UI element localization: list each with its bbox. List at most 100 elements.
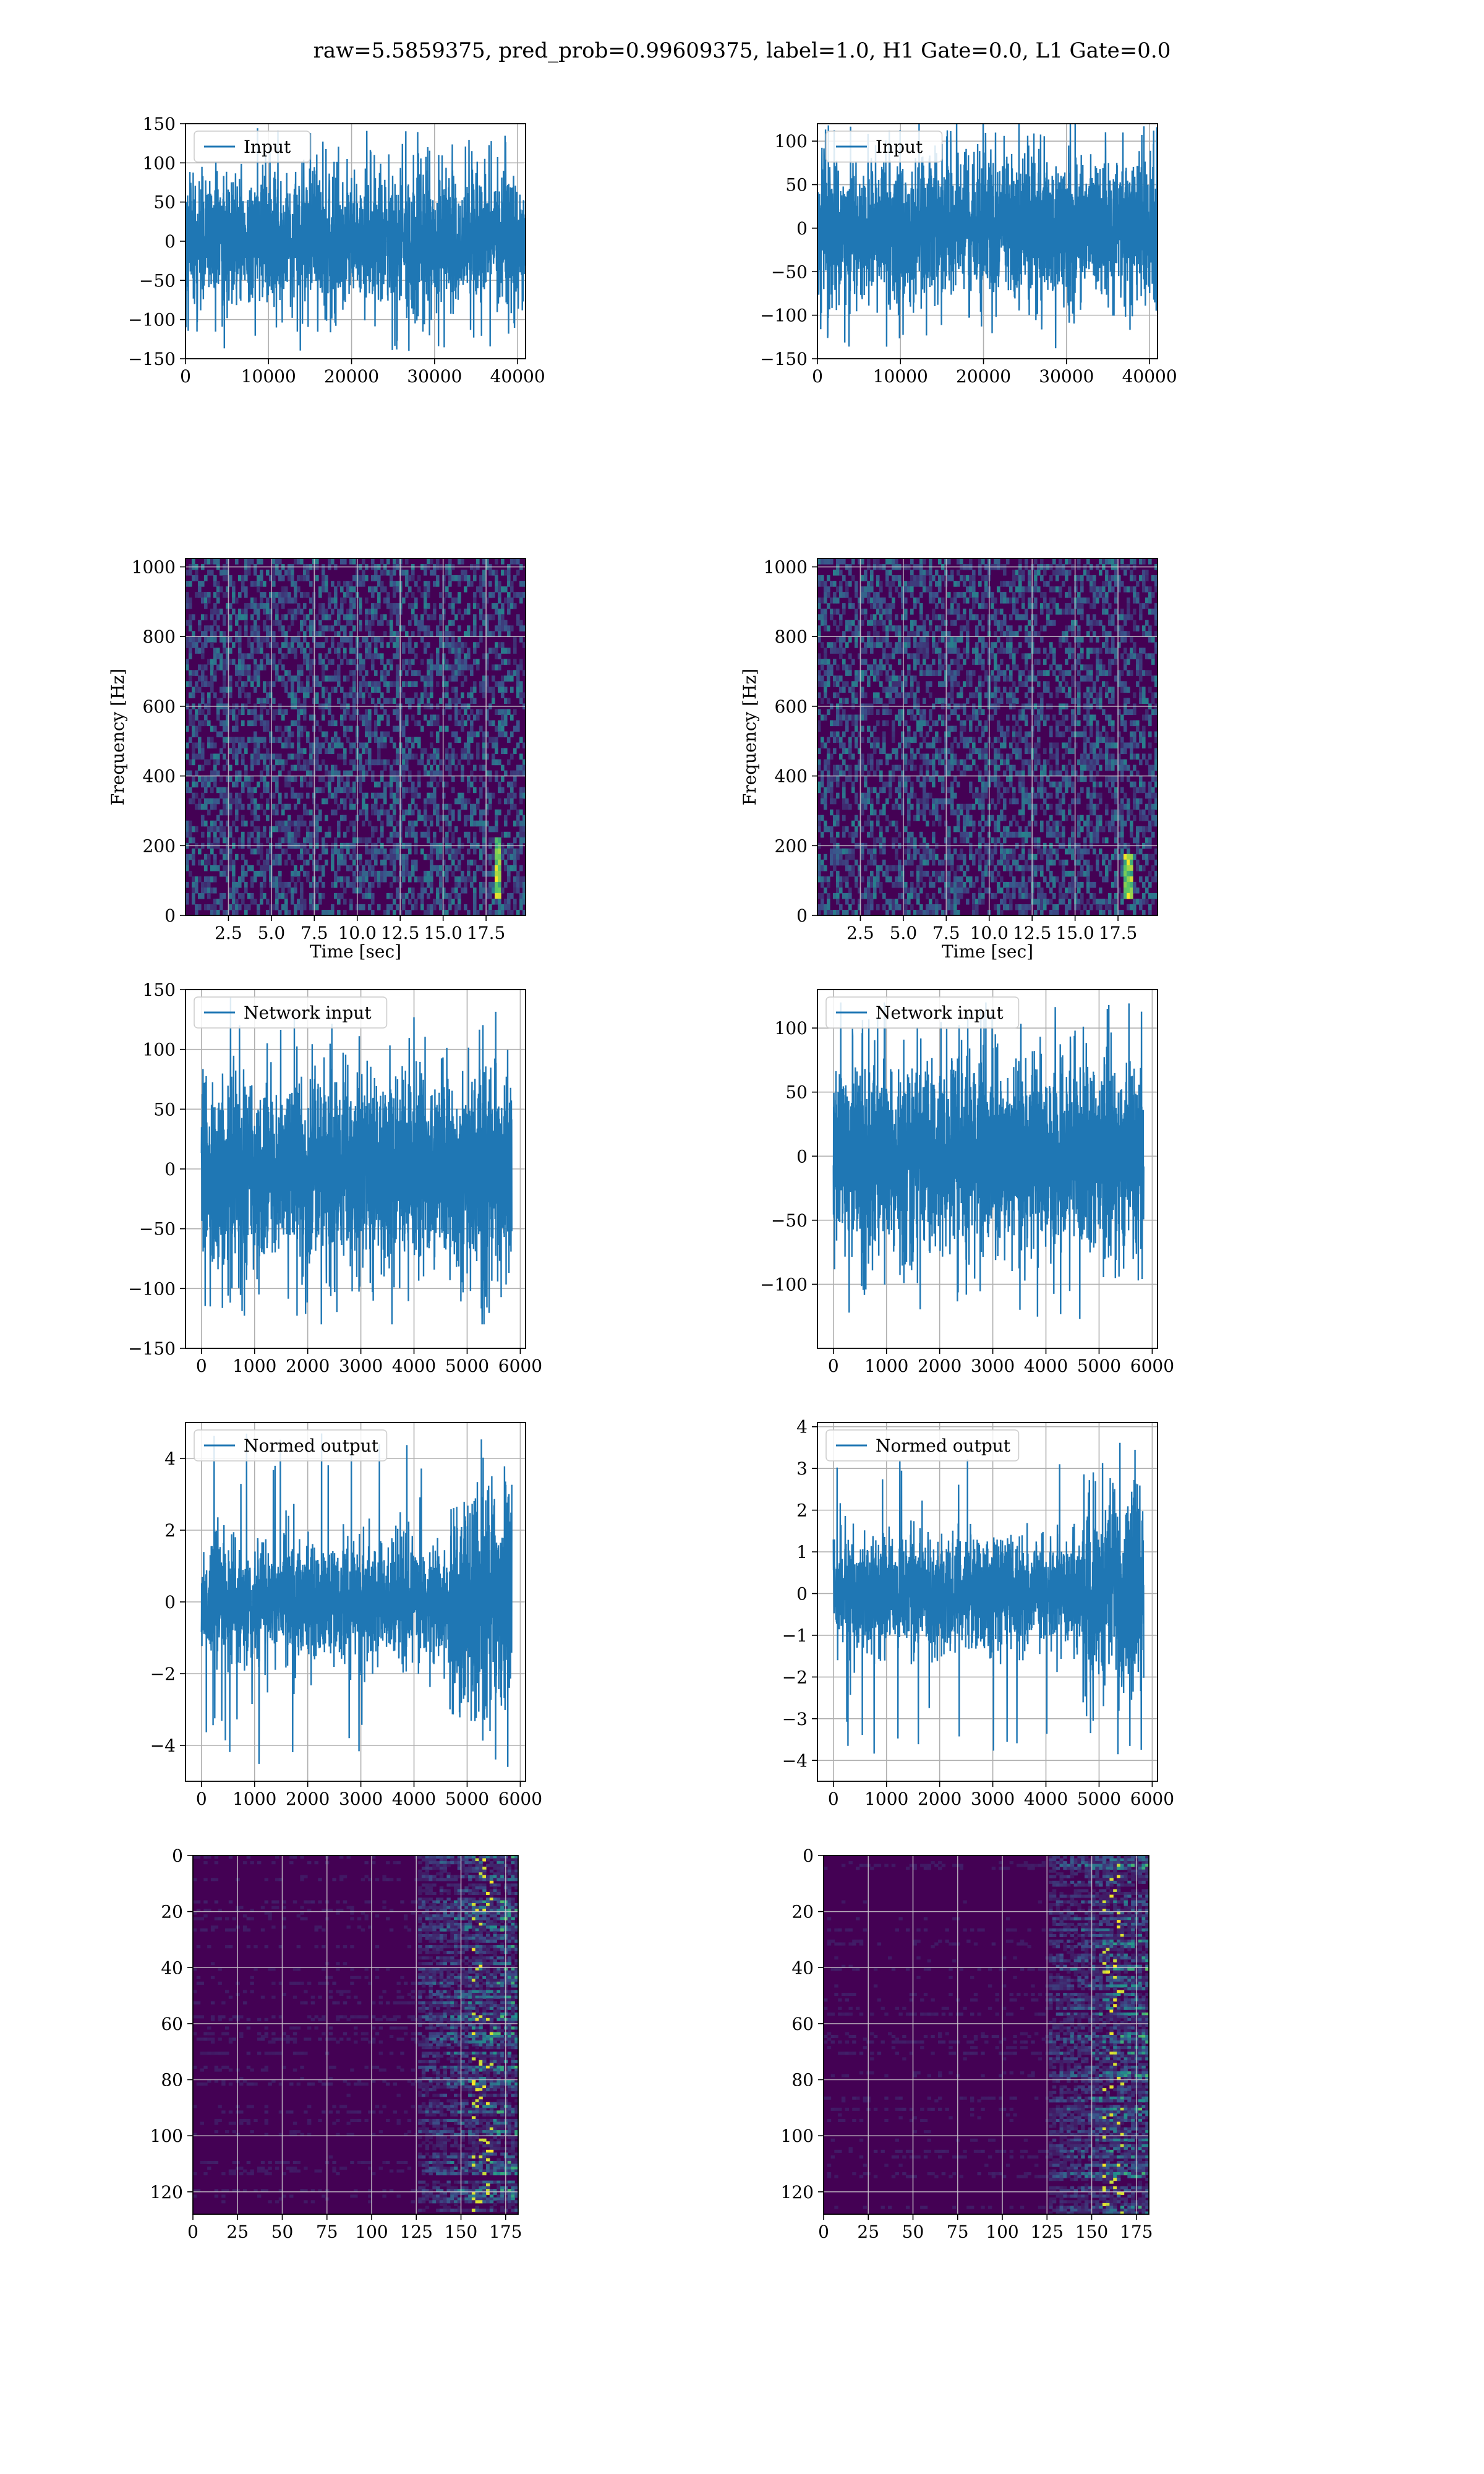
legend: Network input — [194, 996, 388, 1029]
axes-frame — [817, 1422, 1158, 1782]
x-tick-label: 17.5 — [467, 923, 505, 943]
x-tick-label: 5.0 — [258, 923, 286, 943]
x-tick-label: 15.0 — [1055, 923, 1094, 943]
y-tick-label: 800 — [775, 627, 808, 647]
x-tick-label: 1000 — [232, 1356, 276, 1376]
x-tick-label: 2000 — [918, 1356, 962, 1376]
y-tick-label: 100 — [775, 131, 808, 152]
x-tick-label: 4000 — [1024, 1789, 1068, 1809]
legend-label: Network input — [244, 1003, 372, 1023]
x-tick-label: 150 — [1075, 2222, 1108, 2242]
x-tick-label: 0 — [180, 366, 191, 387]
x-tick-label: 40000 — [490, 366, 545, 387]
legend: Input — [825, 131, 943, 163]
y-tick-label: 0 — [164, 231, 176, 252]
y-axis-label: Frequency [Hz] — [740, 669, 760, 805]
x-tick-label: 0 — [828, 1356, 839, 1376]
x-tick-label: 0 — [828, 1789, 839, 1809]
y-tick-label: 60 — [161, 2014, 183, 2034]
x-tick-label: 7.5 — [932, 923, 960, 943]
x-tick-label: 30000 — [1039, 366, 1094, 387]
x-tick-label: 10000 — [873, 366, 928, 387]
y-tick-label: 40 — [161, 1958, 183, 1978]
y-tick-label: 50 — [785, 1082, 808, 1103]
x-tick-label: 125 — [1031, 2222, 1064, 2242]
x-tick-label: 40000 — [1122, 366, 1177, 387]
y-tick-label: 0 — [796, 1146, 808, 1166]
y-tick-label: 80 — [161, 2070, 183, 2091]
y-tick-label: 800 — [143, 627, 176, 647]
y-tick-label: −50 — [771, 262, 808, 282]
legend: Network input — [825, 996, 1020, 1029]
y-tick-label: 400 — [775, 766, 808, 787]
y-tick-label: 1 — [796, 1542, 808, 1562]
y-tick-label: −4 — [150, 1736, 176, 1756]
y-tick-label: 3 — [796, 1458, 808, 1479]
x-tick-label: 100 — [355, 2222, 388, 2242]
x-tick-label: 5000 — [1077, 1356, 1121, 1376]
y-tick-label: −100 — [760, 1274, 808, 1295]
y-tick-label: −100 — [760, 306, 808, 326]
x-tick-label: 6000 — [498, 1356, 542, 1376]
x-tick-label: 75 — [316, 2222, 338, 2242]
y-tick-label: −50 — [139, 1219, 176, 1239]
figure-title: raw=5.5859375, pred_prob=0.99609375, lab… — [313, 38, 1171, 63]
x-tick-label: 3000 — [339, 1789, 383, 1809]
chart-row5-left: 0 25 50 75 100 125 150 175 0 20 40 60 80 100 120 — [150, 1846, 522, 2242]
legend-label: Normed output — [244, 1436, 379, 1456]
y-tick-label: 1000 — [132, 557, 176, 578]
chart-row4-right: Normed output 0 1000 2000 3000 4000 5000 6000 −4… — [782, 1417, 1174, 1809]
y-tick-label: 4 — [164, 1449, 176, 1469]
series-line — [832, 1442, 1145, 1755]
y-tick-label: 200 — [143, 836, 176, 856]
y-tick-label: 150 — [143, 114, 176, 134]
y-tick-label: 600 — [775, 696, 808, 717]
x-tick-label: 6000 — [1130, 1356, 1174, 1376]
y-tick-label: 2 — [796, 1500, 808, 1521]
y-tick-label: 100 — [781, 2126, 814, 2146]
legend-label: Input — [876, 137, 923, 157]
x-tick-label: 4000 — [1024, 1356, 1068, 1376]
x-tick-label: 50 — [271, 2222, 294, 2242]
y-tick-label: 80 — [791, 2070, 814, 2091]
x-tick-label: 6000 — [498, 1789, 542, 1809]
x-tick-label: 175 — [1120, 2222, 1153, 2242]
x-tick-label: 125 — [400, 2222, 433, 2242]
chart-row2-left: 2.5 5.0 7.5 10.0 12.5 15.0 17.5 0 200 400 600 800 10… — [108, 557, 526, 962]
y-tick-label: 0 — [164, 905, 176, 926]
x-tick-label: 0 — [187, 2222, 198, 2242]
y-tick-label: −150 — [128, 1338, 176, 1359]
x-axis-label: Time [sec] — [942, 941, 1033, 962]
x-tick-label: 2000 — [286, 1356, 330, 1376]
y-tick-label: 120 — [150, 2182, 183, 2202]
x-tick-label: 0 — [196, 1356, 207, 1376]
y-tick-label: 100 — [143, 153, 176, 173]
heatmap-cells — [186, 559, 526, 915]
x-tick-label: 1000 — [864, 1356, 908, 1376]
x-tick-label: 2.5 — [846, 923, 874, 943]
axes-frame — [817, 989, 1158, 1349]
x-tick-label: 10.0 — [970, 923, 1009, 943]
y-tick-label: 100 — [143, 1040, 176, 1060]
x-tick-label: 25 — [226, 2222, 249, 2242]
y-tick-label: 0 — [796, 218, 808, 239]
x-tick-label: 3000 — [339, 1356, 383, 1376]
legend: Normed output — [194, 1429, 388, 1462]
axes-frame — [192, 1855, 519, 2215]
axes-frame — [185, 558, 526, 916]
x-tick-label: 0 — [196, 1789, 207, 1809]
x-tick-label: 10000 — [241, 366, 296, 387]
y-tick-label: 0 — [803, 1846, 814, 1866]
y-tick-label: −150 — [128, 349, 176, 369]
x-tick-label: 0 — [818, 2222, 829, 2242]
x-tick-label: 20000 — [324, 366, 379, 387]
x-tick-label: 7.5 — [301, 923, 328, 943]
y-tick-label: 50 — [785, 175, 808, 195]
series-line — [200, 1433, 513, 1767]
y-tick-label: −100 — [128, 310, 176, 330]
chart-row2-right: 2.5 5.0 7.5 10.0 12.5 15.0 17.5 0 200 400 600 800 10… — [740, 557, 1158, 962]
x-tick-label: 75 — [947, 2222, 969, 2242]
y-tick-label: −50 — [771, 1210, 808, 1231]
axes-frame — [817, 558, 1158, 916]
